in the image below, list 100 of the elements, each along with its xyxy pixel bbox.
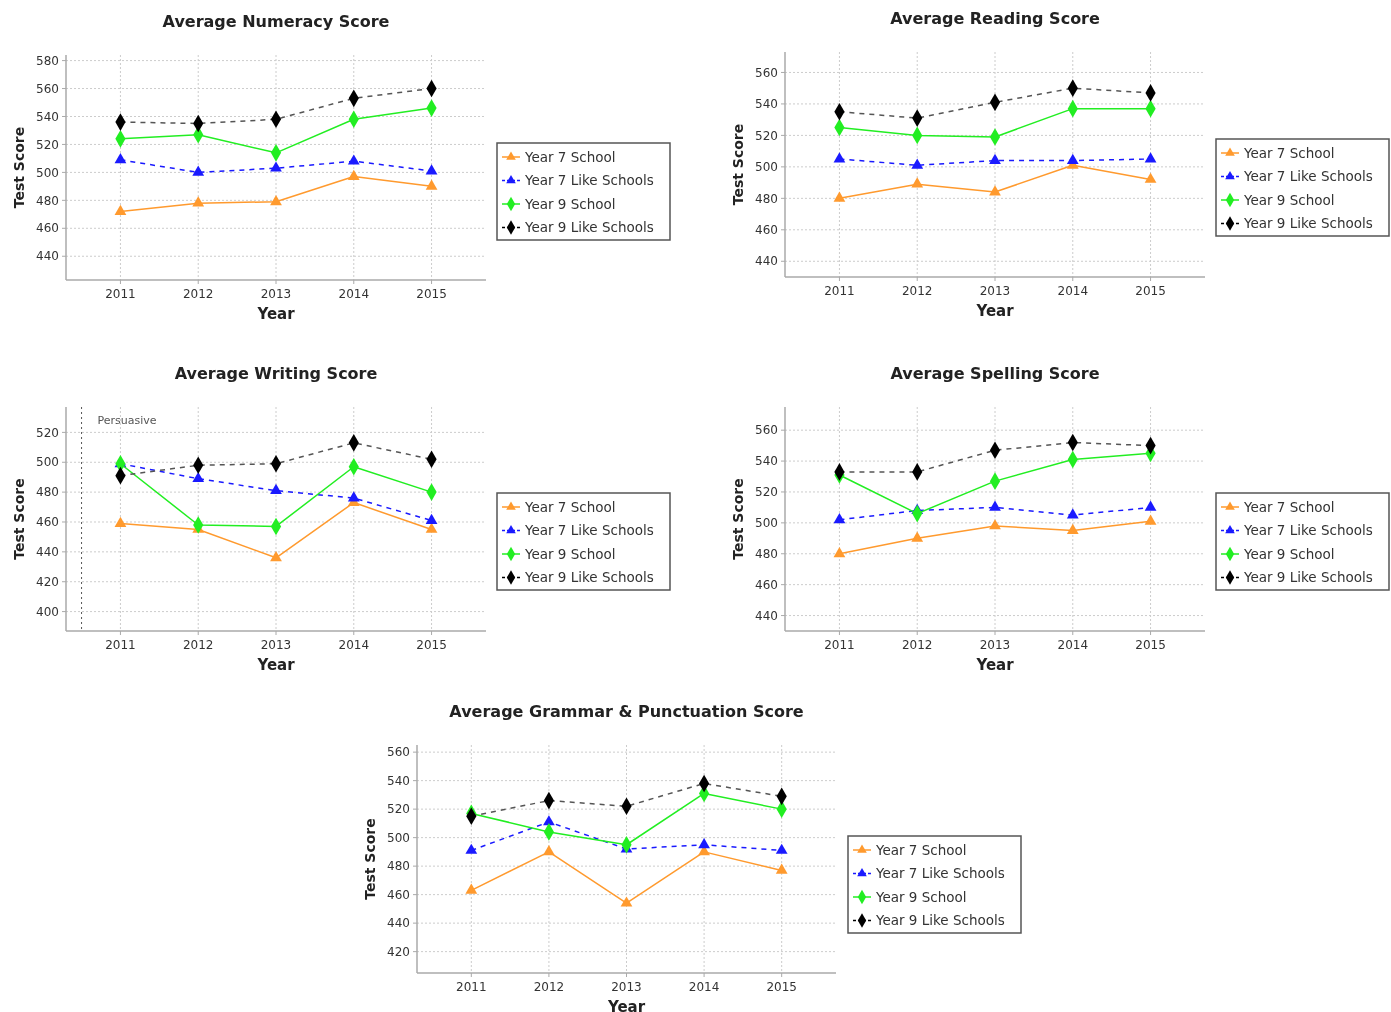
chart-title: Average Reading Score [890,9,1101,28]
y-tick-label: 460 [387,887,410,902]
legend-label: Year 7 Like Schools [1243,168,1373,185]
legend-label: Year 7 School [1243,144,1335,161]
point [1066,508,1079,519]
chart-title: Average Writing Score [174,364,378,383]
legend-label: Year 7 Like Schools [1243,522,1373,539]
point [1066,153,1079,164]
chart-title: Average Spelling Score [890,364,1100,383]
y-tick-label: 480 [36,485,59,500]
x-axis-title: Year [256,305,296,323]
x-tick-label: 2014 [688,980,720,994]
y-tick-label: 400 [36,604,59,619]
legend-label: Year 7 Like Schools [524,522,654,539]
x-tick-label: 2014 [1057,284,1089,298]
x-tick-label: 2015 [416,638,447,652]
x-tick-label: 2015 [1135,284,1166,298]
point [911,531,924,542]
chart-title: Average Grammar & Punctuation Score [449,702,804,721]
y-tick-label: 580 [36,53,59,68]
x-tick-label: 2013 [979,284,1011,298]
x-tick-label: 2015 [416,287,447,301]
x-tick-label: 2014 [1057,638,1089,652]
point [465,883,478,894]
x-tick-label: 2012 [182,287,214,301]
y-tick-label: 520 [755,128,778,143]
chart-title: Average Numeracy Score [162,12,390,31]
x-axis-title: Year [975,656,1015,674]
y-tick-label: 420 [36,574,59,589]
point [1144,500,1157,511]
y-tick-label: 440 [387,916,410,931]
point [833,512,846,524]
y-tick-label: 540 [755,454,778,469]
point [543,815,555,826]
x-tick-label: 2013 [260,287,292,301]
legend-label: Year 7 School [524,148,616,165]
y-tick-label: 460 [36,221,59,236]
point [425,164,438,175]
y-tick-label: 520 [36,425,59,440]
x-tick-label: 2012 [182,638,214,652]
legend-label: Year 9 School [1243,545,1335,562]
y-tick-label: 540 [755,97,778,112]
x-tick-label: 2011 [824,284,855,298]
point [270,194,282,206]
point [270,161,282,172]
point [911,177,924,188]
x-tick-label: 2015 [766,980,797,994]
y-tick-label: 500 [755,516,778,531]
point [425,179,438,190]
legend-label: Year 9 Like Schools [524,219,654,236]
y-tick-label: 460 [755,223,778,237]
point [833,546,846,558]
point [775,843,788,854]
point [114,153,127,164]
point [114,204,127,215]
point [620,896,633,907]
y-tick-label: 460 [755,577,778,592]
point [833,191,846,202]
y-tick-label: 560 [36,81,59,96]
y-tick-label: 460 [36,515,59,530]
x-tick-label: 2011 [105,638,136,652]
point [192,165,205,176]
point [192,471,205,483]
x-tick-label: 2011 [456,980,487,994]
y-tick-label: 540 [36,109,59,124]
x-axis-title: Year [606,998,646,1012]
y-tick-label: 440 [36,249,59,264]
legend-label: Year 9 School [524,545,616,562]
point [989,153,1001,164]
y-tick-label: 520 [387,802,410,817]
y-tick-label: 520 [755,485,778,500]
point [347,154,360,165]
point [1144,152,1157,163]
point [114,516,127,527]
y-tick-label: 560 [755,423,778,438]
y-tick-label: 500 [387,830,410,845]
legend-label: Year 9 School [875,888,967,905]
legend-label: Year 9 Like Schools [1243,215,1373,232]
x-tick-label: 2012 [901,284,933,298]
x-tick-label: 2015 [1135,638,1166,652]
x-tick-label: 2011 [824,638,855,652]
legend-label: Year 9 Like Schools [1243,569,1373,586]
y-axis-title: Test Score [730,478,746,560]
x-tick-label: 2014 [338,638,370,652]
legend-label: Year 9 School [1243,191,1335,208]
y-tick-label: 480 [387,859,410,874]
y-tick-label: 560 [755,65,778,80]
point [989,185,1001,196]
y-axis-title: Test Score [362,818,378,900]
y-tick-label: 480 [36,193,59,208]
legend-label: Year 7 School [875,841,967,858]
y-axis-title: Test Score [11,478,27,560]
y-tick-label: 440 [755,608,778,623]
y-axis-title: Test Score [730,123,746,206]
y-tick-label: 520 [36,137,59,152]
x-tick-label: 2012 [533,980,565,994]
legend-label: Year 9 Like Schools [875,912,1005,929]
legend-label: Year 7 School [524,498,616,515]
y-tick-label: 540 [387,773,410,788]
point [1144,514,1157,525]
